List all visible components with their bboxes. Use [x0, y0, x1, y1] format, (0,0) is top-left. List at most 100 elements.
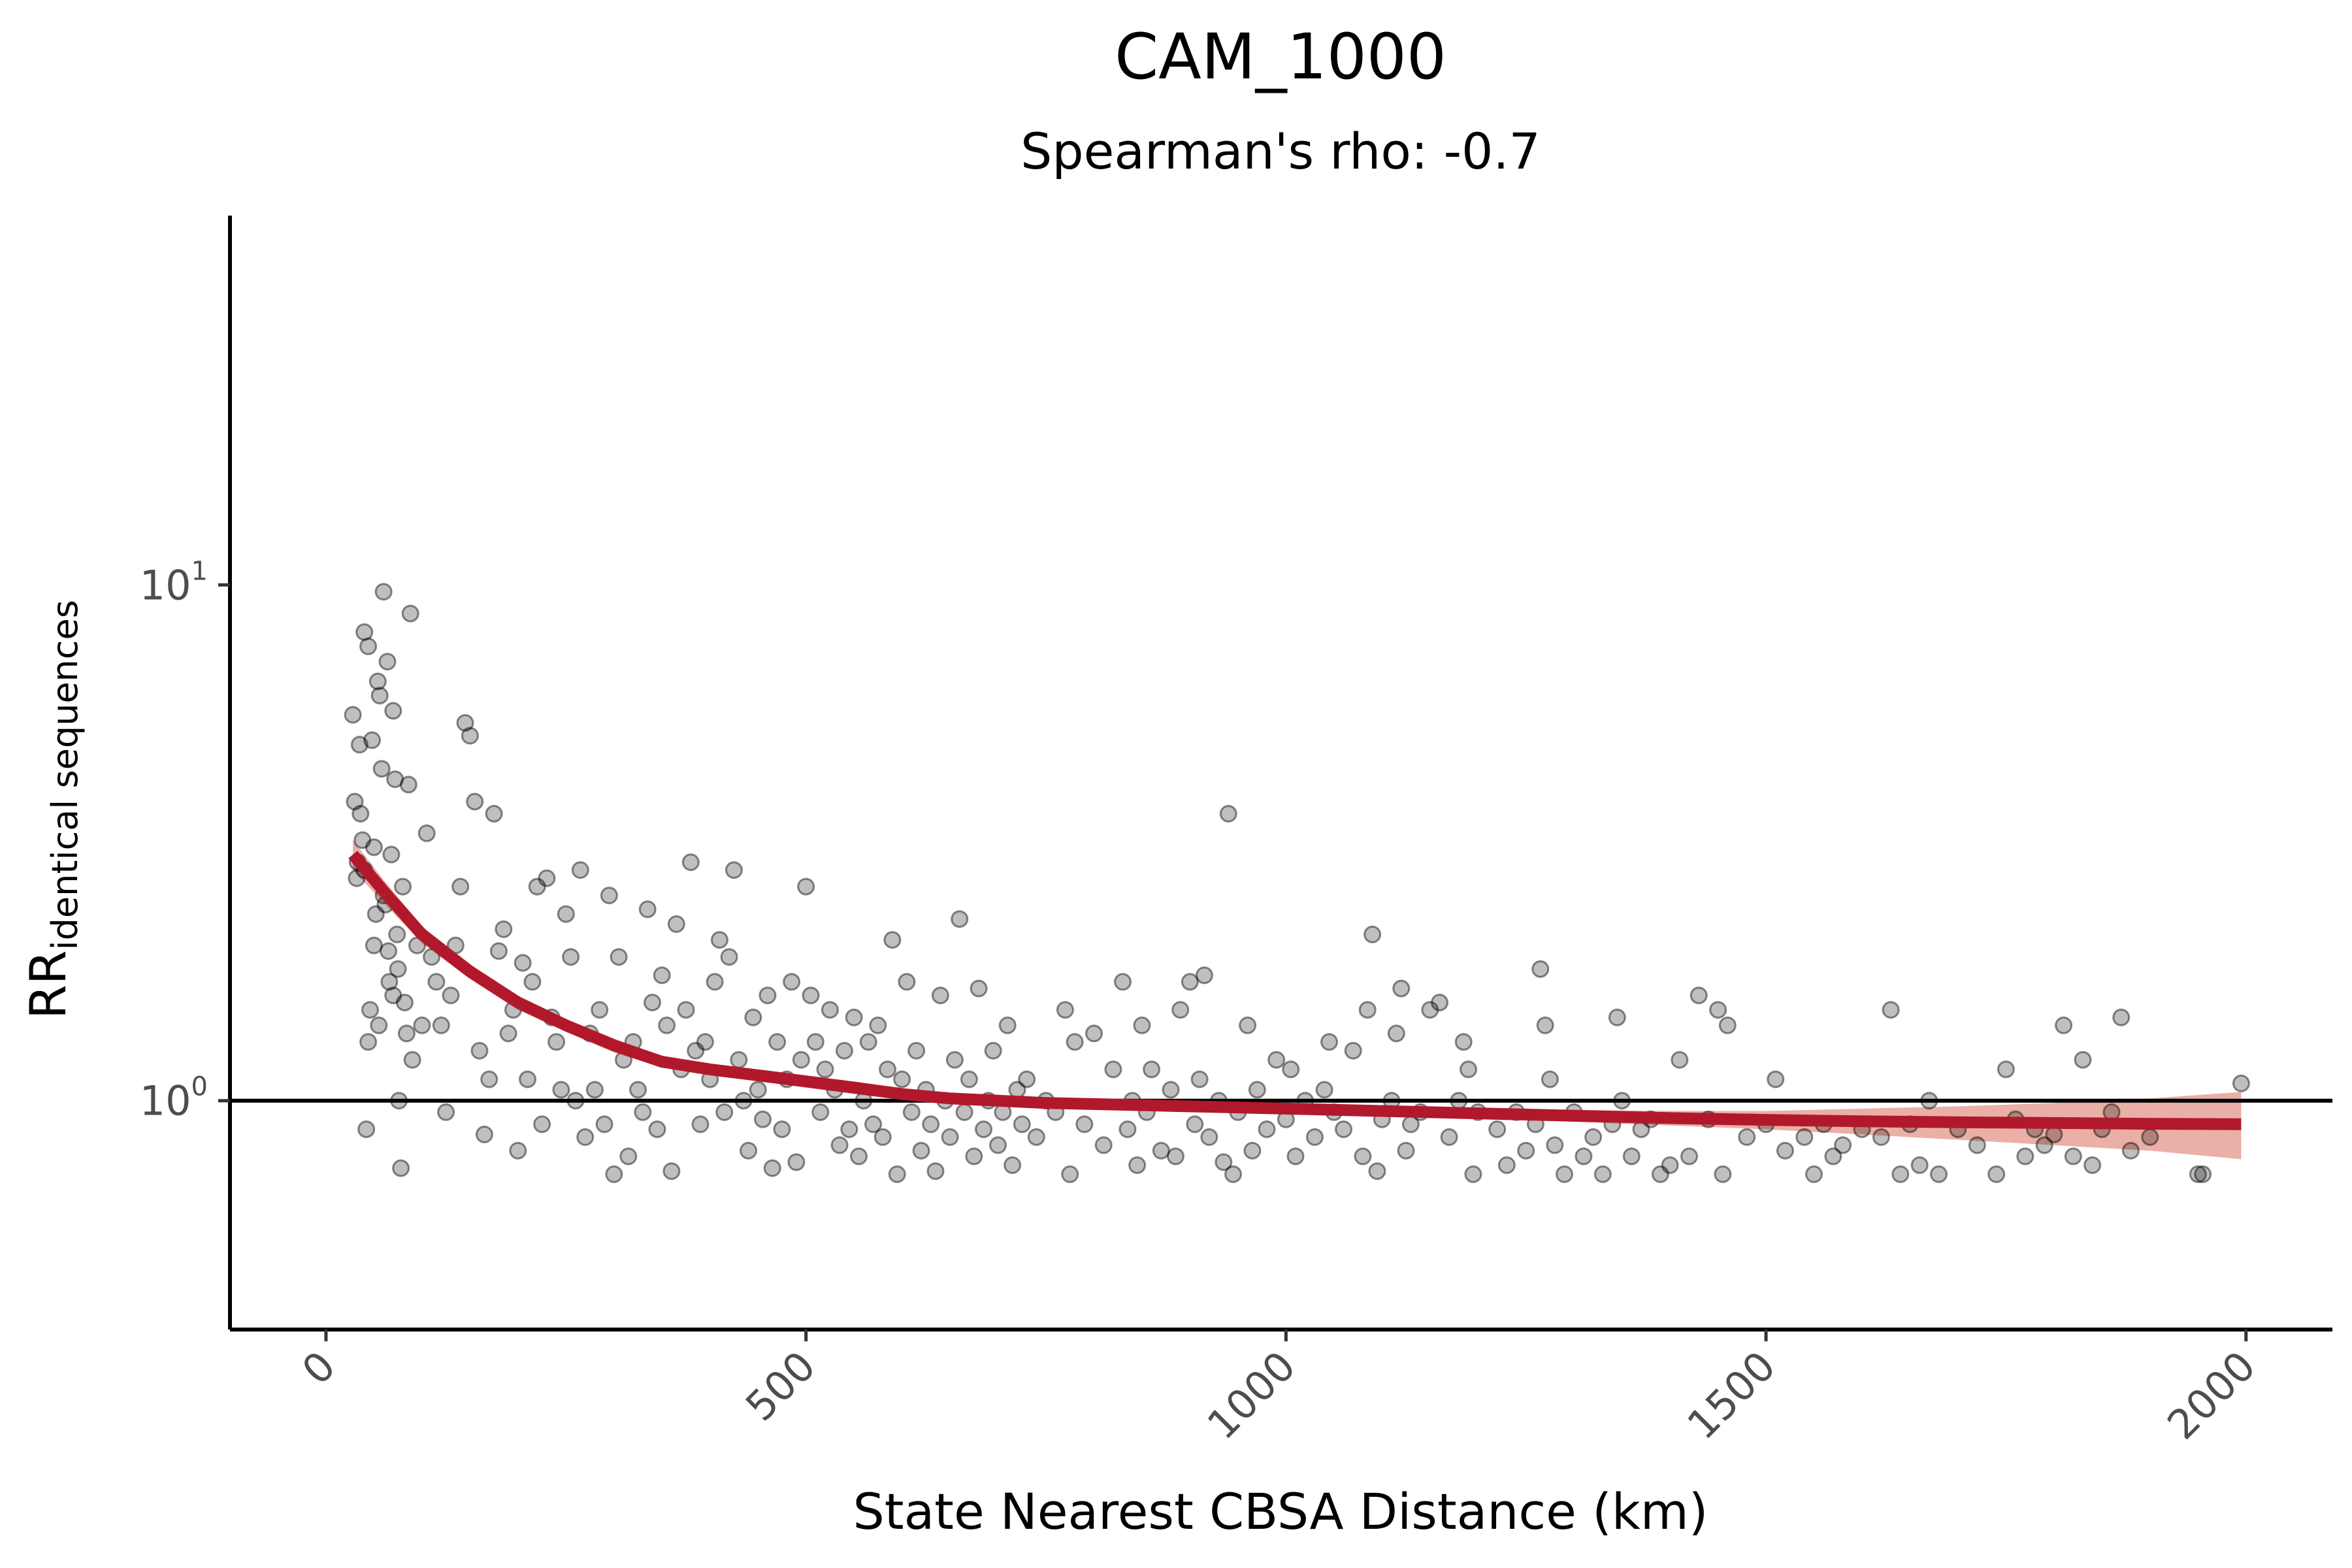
scatter-point: [830, 1136, 849, 1154]
scatter-point: [907, 1041, 926, 1060]
scatter-point: [797, 877, 815, 896]
smooth-fit-line: [348, 851, 2242, 1130]
scatter-point: [1166, 1147, 1184, 1166]
scatter-point: [456, 714, 474, 732]
scatter-point: [1066, 1033, 1084, 1051]
scatter-point: [1431, 994, 1448, 1011]
scatter-point: [1987, 1165, 2006, 1183]
scatter-point: [372, 760, 391, 778]
scatter-point: [2112, 1008, 2131, 1026]
scatter-point: [1497, 1156, 1516, 1174]
scatter-point: [744, 1008, 762, 1026]
scatter-point: [926, 1162, 945, 1181]
scatter-point: [730, 1051, 748, 1069]
scatter-point: [605, 1165, 623, 1183]
scatter-point: [1718, 1016, 1737, 1034]
scatter-point: [509, 1141, 527, 1160]
scatter-point: [389, 960, 407, 978]
scatter-point: [715, 1103, 734, 1121]
scatter-point: [1133, 1016, 1151, 1034]
scatter-point: [2074, 1051, 2092, 1069]
scatter-point: [1930, 1165, 1948, 1183]
scatter-point: [1056, 1001, 1074, 1019]
scatter-point: [359, 1033, 378, 1051]
scatter-point: [893, 1070, 911, 1088]
scatter-point: [629, 1081, 647, 1099]
scatter-point: [941, 1128, 959, 1146]
scatter-point: [1738, 1128, 1756, 1146]
scatter-point: [1267, 1051, 1286, 1069]
scatter-point: [850, 1147, 868, 1166]
scatter-point: [386, 770, 404, 789]
scatter-point: [1162, 1081, 1180, 1099]
x-axis-label: State Nearest CBSA Distance (km): [853, 1482, 1708, 1541]
scatter-point: [1690, 987, 1708, 1005]
scatter-point: [984, 1041, 1002, 1060]
scatter-point: [960, 1070, 978, 1088]
scatter-point: [1114, 973, 1132, 991]
scatter-point: [1709, 1001, 1727, 1019]
scatter-point: [499, 1024, 517, 1043]
scatter-point: [879, 1060, 896, 1079]
scatter-point: [691, 1115, 710, 1134]
scatter-point: [768, 1033, 787, 1051]
scatter-point: [681, 853, 700, 872]
scatter-point: [869, 1016, 887, 1034]
y-axis-label-main: RR: [19, 950, 77, 1019]
scatter-point: [397, 1024, 416, 1043]
scatter-point: [835, 1041, 853, 1060]
scatter-point: [378, 653, 397, 671]
scatter-point: [1219, 805, 1237, 823]
scatter-point: [475, 1125, 493, 1143]
scatter-point: [489, 942, 508, 960]
scatter-point: [1680, 1147, 1698, 1166]
scatter-point: [2035, 1136, 2053, 1154]
scatter-point: [437, 1103, 455, 1121]
scatter-point: [787, 1153, 806, 1171]
scatter-point: [912, 1141, 930, 1160]
scatter-point: [792, 1051, 810, 1069]
scatter-point: [1190, 1070, 1209, 1088]
scatter-point: [2232, 1074, 2250, 1092]
scatter-point: [1195, 966, 1213, 985]
y-tick-base: 10: [140, 561, 191, 609]
scatter-point: [821, 1001, 839, 1019]
scatter-point: [1464, 1165, 1482, 1183]
scatter-point: [1421, 1001, 1439, 1019]
scatter-point: [1186, 1115, 1204, 1134]
scatter-point: [658, 1016, 676, 1034]
scatter-point: [370, 1016, 388, 1034]
scatter-point: [384, 987, 402, 1005]
scatter-point: [1215, 1153, 1233, 1171]
scatter-point: [1454, 1033, 1473, 1051]
scatter-point: [1460, 1060, 1477, 1079]
scatter-point: [514, 954, 532, 972]
scatter-point: [591, 1001, 609, 1019]
scatter-point: [783, 973, 801, 991]
scatter-point: [1181, 973, 1199, 991]
scatter-point: [1282, 1060, 1300, 1079]
scatter-point: [1968, 1136, 1986, 1154]
scatter-point: [361, 1001, 379, 1019]
scatter-point: [1714, 1165, 1732, 1183]
scatter-point: [989, 1136, 1007, 1154]
scatter-point: [382, 845, 400, 864]
scatter-point: [2121, 1141, 2140, 1160]
scatter-point: [1805, 1165, 1823, 1183]
scatter-point: [1397, 1141, 1415, 1160]
scatter-point: [2064, 1147, 2082, 1166]
scatter-point: [451, 877, 470, 896]
scatter-point: [740, 1141, 757, 1160]
scatter-point: [1387, 1024, 1405, 1043]
scatter-point: [1440, 1128, 1458, 1146]
scatter-point: [571, 861, 589, 879]
scatter-point: [388, 925, 406, 943]
scatter-point: [662, 1162, 681, 1181]
scatter-point: [1882, 1001, 1900, 1019]
scatter-point: [413, 1016, 431, 1034]
scatter-point: [1061, 1165, 1079, 1183]
scatter-point: [350, 736, 368, 754]
scatter-point: [523, 973, 542, 991]
scatter-point: [370, 687, 389, 705]
